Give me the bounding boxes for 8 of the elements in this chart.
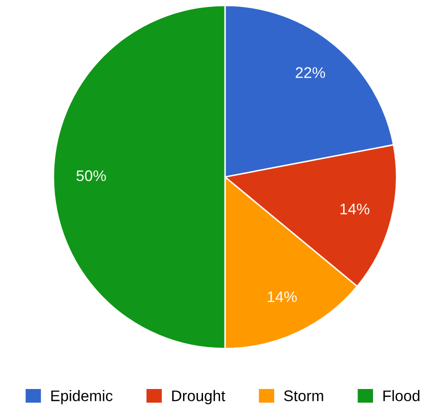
data-label: 50% xyxy=(76,170,106,182)
legend-label: Drought xyxy=(172,390,226,404)
data-label: 22% xyxy=(296,67,326,78)
data-label: 14% xyxy=(340,204,370,214)
data-label: 14% xyxy=(268,291,297,302)
legend-label: Flood xyxy=(383,390,420,402)
legend-label: Epidemic xyxy=(51,390,112,404)
legend-label: Storm xyxy=(284,390,324,402)
